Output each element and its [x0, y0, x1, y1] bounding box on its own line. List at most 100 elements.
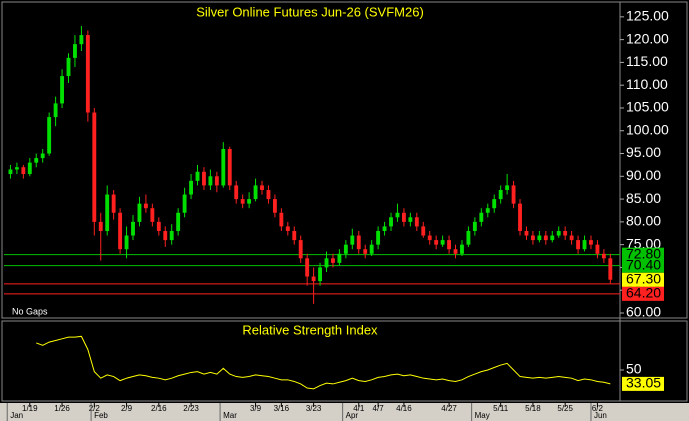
month-label: May [475, 411, 490, 420]
candle-body [73, 44, 77, 58]
candle-body [98, 221, 103, 231]
candle-body [569, 235, 574, 241]
candle-body [460, 244, 464, 254]
candle-body [34, 158, 39, 163]
candle-body [414, 217, 419, 227]
candle-body [105, 194, 110, 231]
candle-body [485, 208, 490, 213]
candle-body [356, 235, 361, 250]
candle-body [253, 185, 258, 200]
candle-body [318, 267, 322, 282]
candle-body [447, 240, 452, 250]
rsi-line [36, 335, 611, 390]
candle-body [195, 171, 200, 181]
x-tick-label: 2/16 [151, 404, 167, 413]
candle-body [53, 103, 58, 118]
candle-body [382, 226, 387, 231]
candle-body [434, 240, 439, 245]
level-box [622, 286, 664, 301]
x-tick-label: 1/26 [54, 404, 70, 413]
candle-body [543, 235, 548, 241]
candle-body [266, 189, 271, 200]
candle-body [498, 189, 503, 200]
month-label: Jun [594, 411, 607, 420]
candle-body [492, 199, 497, 209]
x-tick-label: 2/9 [121, 404, 133, 413]
candle-body [311, 276, 316, 282]
candle-body [337, 253, 342, 263]
y-tick-label: 125.00 [626, 8, 669, 24]
x-tick-label: 4/7 [373, 404, 385, 413]
y-tick-label: 115.00 [626, 53, 668, 69]
candle-body [131, 221, 135, 236]
y-tick-label: 95.00 [626, 144, 661, 160]
candle-body [453, 249, 458, 254]
y-tick-label: 90.00 [626, 167, 661, 183]
candle-body [176, 212, 181, 231]
candle-body [118, 212, 123, 250]
level-label: 72.80 [626, 245, 661, 261]
candle-body [240, 199, 245, 204]
date-strip [0, 403, 689, 421]
x-tick-label: 4/27 [441, 404, 457, 413]
candle-body [202, 171, 206, 186]
candle-body [408, 217, 413, 222]
candle-body [163, 230, 168, 241]
annotation: No Gaps [12, 306, 48, 316]
candle-body [156, 221, 161, 231]
candle-body [421, 226, 426, 236]
level-label: 70.40 [626, 256, 661, 272]
candle-body [79, 35, 84, 45]
candle-body [556, 230, 561, 236]
candle-body [608, 258, 613, 280]
candle-body [214, 176, 219, 186]
candle-body [427, 235, 432, 241]
candle-body [247, 199, 252, 204]
candle-body [298, 240, 303, 259]
candle-body [47, 117, 52, 154]
candle-body [589, 240, 593, 245]
x-tick-label: 5/25 [557, 404, 573, 413]
candle-body [66, 57, 71, 77]
candle-body [234, 185, 239, 200]
x-tick-label: 3/23 [306, 404, 322, 413]
candle-body [350, 235, 355, 245]
x-tick-label: 4/1 [353, 404, 365, 413]
x-tick-label: 2/2 [89, 404, 101, 413]
candle-body [518, 203, 522, 231]
candle-body [150, 208, 155, 222]
candle-body [343, 244, 348, 254]
candle-body [601, 253, 606, 259]
candle-body [260, 185, 264, 190]
candle-body [182, 194, 187, 213]
candle-body [479, 212, 484, 222]
x-tick-label: 2/23 [183, 404, 199, 413]
candle-body [511, 185, 516, 204]
x-tick-label: 3/16 [274, 404, 290, 413]
chart-title: Silver Online Futures Jun-26 (SVFM26) [196, 4, 424, 19]
candle-body [137, 203, 142, 222]
y-tick-label: 60.00 [626, 304, 661, 320]
level-box [622, 258, 664, 273]
candle-body [440, 240, 445, 245]
candle-body [40, 153, 45, 159]
x-tick-label: 5/18 [525, 404, 541, 413]
price-panel [1, 1, 688, 319]
candle-body [279, 212, 284, 227]
candle-body [331, 258, 335, 263]
y-tick-label: 80.00 [626, 213, 661, 229]
candle-body [124, 235, 129, 250]
candle-body [582, 240, 587, 250]
month-label: Mar [223, 411, 237, 420]
candle-body [472, 221, 477, 231]
x-tick-label: 3/9 [250, 404, 262, 413]
candle-body [401, 212, 406, 222]
y-tick-label: 120.00 [626, 30, 669, 46]
candle-body [285, 226, 290, 231]
candle-body [324, 258, 329, 268]
month-label: Feb [94, 411, 108, 420]
rsi-last-box [622, 376, 664, 391]
candle-body [27, 162, 32, 175]
